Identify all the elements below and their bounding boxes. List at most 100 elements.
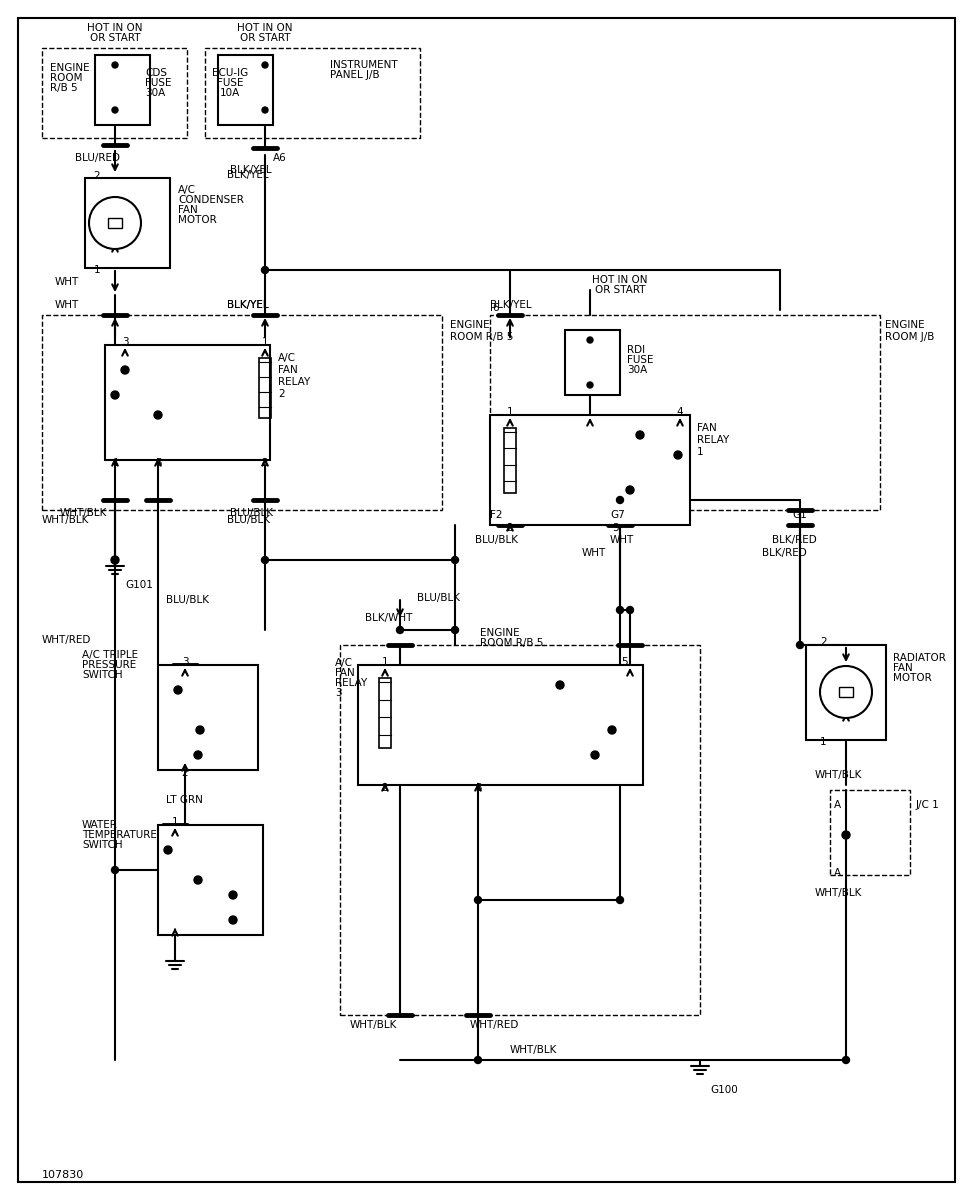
- Bar: [158, 665, 258, 770]
- Text: LT GRN: LT GRN: [166, 794, 203, 805]
- Text: 1: 1: [820, 737, 827, 746]
- Text: 10A: 10A: [220, 88, 240, 98]
- Text: ROOM R/B 5: ROOM R/B 5: [450, 332, 514, 342]
- Text: BLU/BLK: BLU/BLK: [417, 593, 460, 602]
- Circle shape: [451, 557, 458, 564]
- Bar: [806, 646, 886, 740]
- Circle shape: [587, 382, 593, 388]
- Text: BLU/BLK: BLU/BLK: [230, 508, 273, 518]
- Text: ROOM J/B: ROOM J/B: [885, 332, 934, 342]
- Text: G101: G101: [125, 580, 153, 590]
- Circle shape: [797, 642, 804, 648]
- Circle shape: [111, 391, 119, 398]
- Circle shape: [587, 337, 593, 343]
- Text: 3: 3: [475, 782, 482, 793]
- Text: TEMPERATURE: TEMPERATURE: [82, 830, 157, 840]
- Text: ENGINE: ENGINE: [885, 320, 924, 330]
- Text: BLU/RED: BLU/RED: [75, 152, 120, 163]
- Circle shape: [626, 486, 634, 494]
- Text: G100: G100: [710, 1085, 738, 1094]
- Circle shape: [842, 830, 850, 839]
- Text: FUSE: FUSE: [145, 78, 171, 88]
- Text: FAN: FAN: [178, 205, 198, 215]
- Text: MOTOR: MOTOR: [178, 215, 217, 226]
- Circle shape: [475, 896, 482, 904]
- Text: PANEL J/B: PANEL J/B: [330, 70, 379, 80]
- Text: A/C: A/C: [335, 658, 353, 668]
- Text: CONDENSER: CONDENSER: [178, 194, 244, 205]
- Text: 2: 2: [182, 768, 189, 778]
- Text: OR START: OR START: [239, 32, 290, 43]
- Circle shape: [194, 876, 202, 884]
- Circle shape: [617, 896, 624, 904]
- Text: 1: 1: [262, 337, 269, 347]
- Text: RDI: RDI: [627, 346, 645, 355]
- Circle shape: [194, 751, 202, 758]
- Circle shape: [262, 557, 269, 564]
- Circle shape: [608, 726, 616, 734]
- Circle shape: [121, 366, 129, 374]
- Text: 5: 5: [155, 458, 162, 468]
- Circle shape: [556, 680, 564, 689]
- Circle shape: [627, 606, 633, 613]
- Text: BLK/YEL: BLK/YEL: [227, 170, 269, 180]
- Bar: [379, 678, 391, 748]
- Circle shape: [262, 266, 269, 274]
- Bar: [830, 790, 910, 875]
- Text: HOT IN ON: HOT IN ON: [88, 23, 143, 32]
- Bar: [85, 178, 170, 268]
- Text: R/B 5: R/B 5: [50, 83, 78, 92]
- Text: BLK/WHT: BLK/WHT: [365, 613, 413, 623]
- Text: 3: 3: [122, 337, 128, 347]
- Text: HOT IN ON: HOT IN ON: [237, 23, 293, 32]
- Text: 4: 4: [676, 407, 683, 416]
- Bar: [218, 55, 273, 125]
- Text: RELAY: RELAY: [335, 678, 367, 688]
- Text: WHT: WHT: [55, 300, 79, 310]
- Text: J/C 1: J/C 1: [916, 800, 940, 810]
- Circle shape: [112, 107, 118, 113]
- Text: WHT/BLK: WHT/BLK: [350, 1020, 397, 1030]
- Text: 5: 5: [622, 658, 629, 667]
- Text: BLK/YEL: BLK/YEL: [227, 300, 269, 310]
- Text: 107830: 107830: [42, 1170, 85, 1180]
- Text: FAN: FAN: [278, 365, 298, 374]
- Bar: [95, 55, 150, 125]
- Text: WHT/BLK: WHT/BLK: [815, 770, 862, 780]
- Text: BLU/BLK: BLU/BLK: [166, 595, 209, 605]
- Text: RADIATOR: RADIATOR: [893, 653, 946, 662]
- Text: ENGINE: ENGINE: [50, 62, 90, 73]
- Text: 3: 3: [335, 688, 342, 698]
- Text: FUSE: FUSE: [217, 78, 243, 88]
- Text: 2: 2: [381, 782, 388, 793]
- Text: WHT: WHT: [55, 277, 79, 287]
- Text: 1: 1: [507, 407, 514, 416]
- Text: INSTRUMENT: INSTRUMENT: [330, 60, 398, 70]
- Text: WHT/RED: WHT/RED: [42, 635, 91, 646]
- Text: 1: 1: [93, 265, 100, 275]
- Text: WATER: WATER: [82, 820, 118, 830]
- Text: M: M: [108, 216, 122, 230]
- Circle shape: [591, 751, 599, 758]
- Text: 1: 1: [171, 817, 178, 827]
- Text: ECU-IG: ECU-IG: [212, 68, 248, 78]
- Bar: [42, 314, 442, 510]
- Text: PRESSURE: PRESSURE: [82, 660, 136, 670]
- Bar: [158, 826, 263, 935]
- Text: WHT/BLK: WHT/BLK: [510, 1045, 558, 1055]
- Text: WHT/BLK: WHT/BLK: [42, 515, 90, 526]
- Text: G1: G1: [792, 510, 807, 520]
- Text: WHT/BLK: WHT/BLK: [60, 508, 107, 518]
- Text: FUSE: FUSE: [627, 355, 654, 365]
- Text: HOT IN ON: HOT IN ON: [593, 275, 648, 284]
- Circle shape: [636, 431, 644, 439]
- Text: 2: 2: [278, 389, 285, 398]
- Text: FAN: FAN: [893, 662, 913, 673]
- Text: BLK/YEL: BLK/YEL: [490, 300, 531, 310]
- Bar: [490, 415, 690, 526]
- Text: BLU/BLK: BLU/BLK: [475, 535, 518, 545]
- Circle shape: [229, 890, 237, 899]
- Text: F2: F2: [490, 510, 502, 520]
- Text: OR START: OR START: [595, 284, 645, 295]
- Text: SWITCH: SWITCH: [82, 670, 123, 680]
